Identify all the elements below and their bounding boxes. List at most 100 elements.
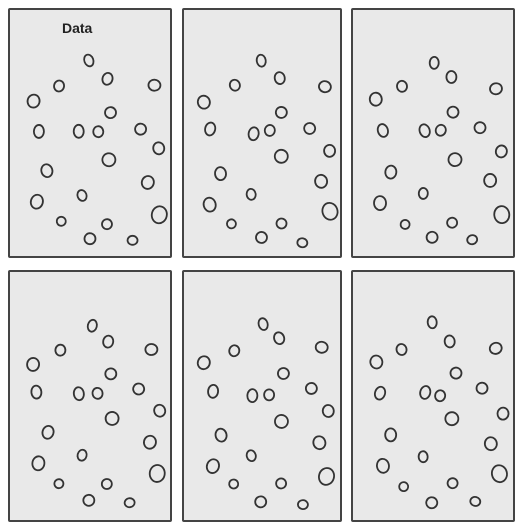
circle-mark xyxy=(312,435,327,451)
circle-mark xyxy=(376,123,389,138)
circle-mark xyxy=(76,448,88,462)
circle-mark xyxy=(153,403,167,418)
circle-mark xyxy=(496,406,510,421)
circle-mark xyxy=(207,383,219,399)
circle-mark xyxy=(257,317,269,331)
circle-mark xyxy=(196,94,211,110)
circle-mark xyxy=(446,105,460,119)
dots-plot xyxy=(26,53,168,246)
circle-mark xyxy=(204,121,217,137)
circle-mark xyxy=(86,318,98,333)
dots-plot xyxy=(26,318,167,509)
circle-mark xyxy=(425,496,439,510)
circle-mark xyxy=(376,457,390,474)
circle-mark xyxy=(246,388,259,404)
circle-mark xyxy=(395,343,408,356)
circle-mark xyxy=(91,386,104,400)
circle-mark xyxy=(417,187,429,200)
circle-mark xyxy=(228,78,241,92)
circle-mark xyxy=(32,124,45,139)
circle-mark xyxy=(447,152,463,168)
circle-mark xyxy=(445,70,458,84)
circle-mark xyxy=(228,344,241,358)
circle-mark xyxy=(426,315,438,330)
circle-mark xyxy=(274,414,289,429)
circle-mark xyxy=(26,357,40,372)
circle-mark xyxy=(466,234,479,246)
panel-3 xyxy=(351,8,515,258)
panel-5 xyxy=(182,270,342,522)
circle-mark xyxy=(54,343,67,357)
circle-mark xyxy=(314,340,329,354)
circle-mark xyxy=(40,163,54,179)
circle-mark xyxy=(245,449,257,463)
circle-mark xyxy=(148,464,166,483)
circle-mark xyxy=(214,427,228,443)
circle-mark xyxy=(494,144,508,159)
circle-mark xyxy=(263,124,276,137)
circle-mark xyxy=(318,467,335,486)
circle-mark xyxy=(150,205,168,225)
circle-mark xyxy=(489,82,503,96)
circle-mark xyxy=(196,355,211,371)
circle-mark xyxy=(101,72,114,86)
circle-mark xyxy=(126,234,139,246)
circle-mark xyxy=(488,341,503,355)
circle-mark xyxy=(434,389,447,403)
circle-mark xyxy=(446,477,459,490)
circle-mark xyxy=(296,237,309,249)
circle-mark xyxy=(277,367,290,380)
circle-mark xyxy=(53,478,65,490)
circle-mark xyxy=(31,455,46,472)
circle-mark xyxy=(373,195,387,211)
circle-mark xyxy=(104,367,118,381)
circle-mark xyxy=(273,148,289,164)
circle-mark xyxy=(321,404,335,418)
panel-2 xyxy=(182,8,342,258)
circle-mark xyxy=(55,215,67,227)
circle-mark xyxy=(72,386,85,402)
circle-mark xyxy=(434,123,447,137)
panel-1: Data xyxy=(8,8,172,258)
circle-mark xyxy=(101,152,117,168)
circle-mark xyxy=(483,173,498,188)
circle-mark xyxy=(228,478,240,490)
circle-mark xyxy=(373,385,387,401)
circle-mark xyxy=(41,424,55,440)
circle-mark xyxy=(490,464,508,484)
circle-mark xyxy=(104,106,117,120)
circle-mark xyxy=(226,218,237,230)
circle-mark xyxy=(483,436,498,452)
circle-mark xyxy=(245,187,257,201)
circle-mark xyxy=(274,106,288,119)
dots-plot xyxy=(196,53,339,249)
circle-mark xyxy=(384,164,398,180)
circle-mark xyxy=(449,366,463,380)
circle-mark xyxy=(147,78,162,92)
circle-mark xyxy=(318,80,332,94)
circle-mark xyxy=(398,481,410,493)
circle-mark xyxy=(473,121,487,135)
circle-mark xyxy=(428,55,440,70)
circle-mark xyxy=(30,384,43,400)
circle-mark xyxy=(254,495,268,509)
circle-mark xyxy=(396,79,408,93)
circle-mark xyxy=(152,141,166,156)
circle-mark xyxy=(419,385,432,400)
circle-mark xyxy=(53,79,65,93)
circle-mark xyxy=(469,496,482,507)
circle-mark xyxy=(384,427,398,443)
circle-mark xyxy=(140,175,155,190)
circle-mark xyxy=(304,382,318,395)
circle-mark xyxy=(297,499,309,511)
circle-mark xyxy=(399,219,411,230)
circle-mark xyxy=(76,189,88,202)
circle-mark xyxy=(444,411,460,427)
circle-mark xyxy=(275,217,288,230)
circle-mark xyxy=(202,196,217,213)
circle-mark xyxy=(273,71,286,85)
circle-mark xyxy=(143,434,157,450)
circle-mark xyxy=(273,331,286,346)
circle-mark xyxy=(205,458,220,474)
